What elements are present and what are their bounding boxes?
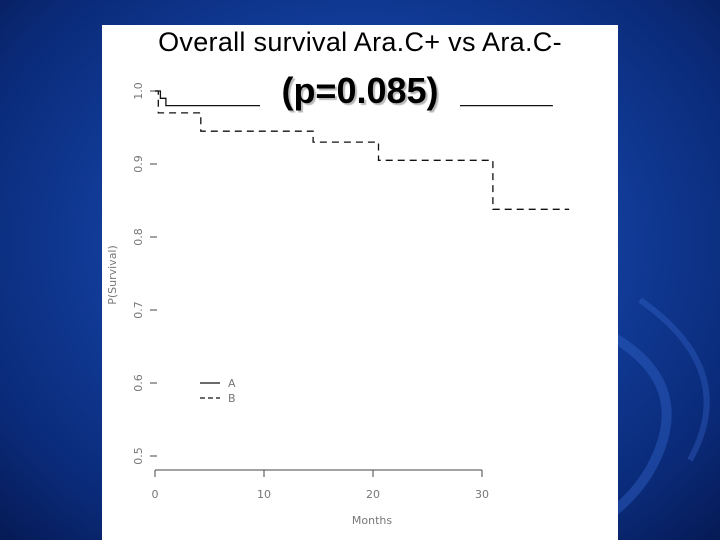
x-tick-label: 0 [152, 488, 159, 501]
y-tick-label: 0.9 [132, 155, 145, 173]
x-tick-label: 30 [475, 488, 489, 501]
legend-label-a: A [228, 377, 236, 390]
y-tick-label: 1.0 [132, 82, 145, 100]
y-tick-label: 0.8 [132, 228, 145, 246]
x-tick-label: 10 [257, 488, 271, 501]
y-axis-label: P(Survival) [106, 245, 119, 305]
y-tick-label: 0.7 [132, 301, 145, 319]
p-value-subtitle: (p=0.085) [260, 70, 460, 112]
slide-title: Overall survival Ara.C+ vs Ara.C- [158, 27, 562, 57]
series-a-curve [155, 90, 553, 107]
x-axis-label: Months [352, 514, 392, 527]
y-tick-label: 0.6 [132, 374, 145, 392]
y-tick-label: 0.5 [132, 447, 145, 465]
x-tick-label: 20 [366, 488, 380, 501]
legend-label-b: B [228, 392, 236, 405]
